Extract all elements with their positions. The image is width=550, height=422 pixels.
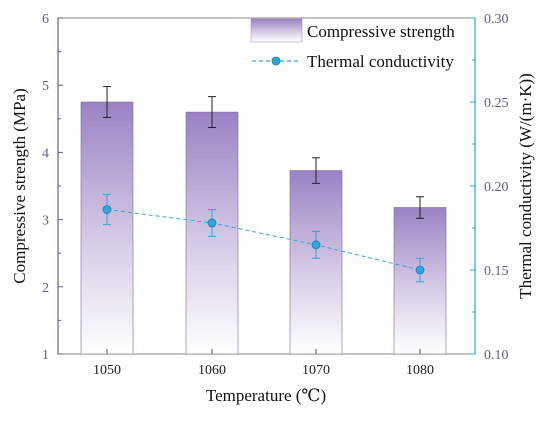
y2-tick-label-0.15: 0.15	[484, 264, 509, 279]
y-tick-label-5: 5	[42, 79, 49, 94]
y-axis-label: Compressive strength (MPa)	[10, 88, 29, 283]
point-1060	[207, 218, 217, 228]
x-tick-label-1060: 1060	[198, 363, 226, 378]
x-tick-label-1080: 1080	[406, 363, 434, 378]
y-tick-label-2: 2	[42, 281, 49, 296]
y-tick-label-1: 1	[42, 348, 49, 363]
y2-tick-label-0.20: 0.20	[484, 180, 509, 195]
x-tick-label-1070: 1070	[302, 363, 330, 378]
thermal-conductivity-line	[106, 209, 421, 271]
legend-line-marker	[271, 56, 281, 66]
point-1080	[415, 265, 425, 275]
y2-tick-label-0.25: 0.25	[484, 96, 509, 111]
legend-bar-swatch	[250, 18, 303, 43]
point-1050	[102, 205, 112, 214]
y-tick-label-4: 4	[42, 146, 49, 161]
axes-layer: 1 2 3 4 5 6 0.10 0.15 0.20 0.25 0.30 1050 1060 1070 10…	[42, 12, 509, 378]
y2-tick-label-0.30: 0.30	[484, 12, 509, 27]
legend-line-label: Thermal conductivity	[307, 52, 454, 71]
x-tick-label-1050: 1050	[93, 363, 121, 378]
y2-axis-label: Thermal conductivity (W/(m·K))	[516, 73, 535, 299]
point-1070	[311, 240, 321, 250]
x-axis-label: Temperature (℃)	[206, 386, 326, 405]
legend: Compressive strength Thermal conductivit…	[250, 18, 455, 71]
y2-tick-label-0.10: 0.10	[484, 348, 509, 363]
y-tick-label-6: 6	[42, 12, 49, 27]
bars-layer	[80, 86, 447, 355]
bar-1050	[80, 101, 134, 355]
line-layer	[102, 193, 425, 283]
bar-1070	[289, 170, 343, 355]
legend-bar-label: Compressive strength	[307, 22, 455, 41]
y-tick-label-3: 3	[42, 214, 49, 229]
